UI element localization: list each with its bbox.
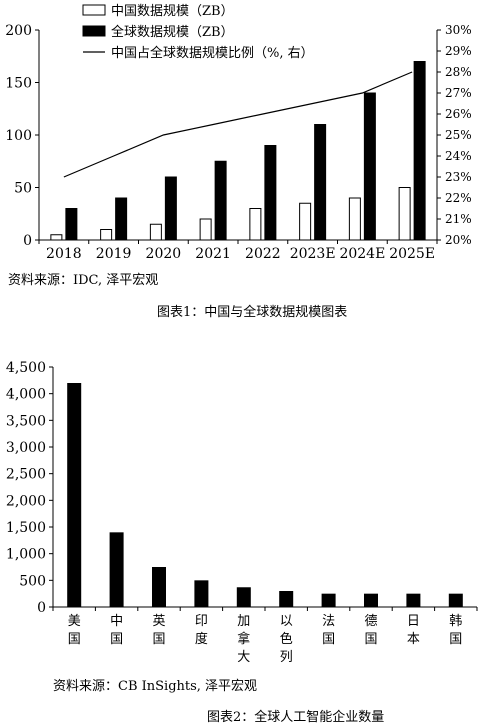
y-tick-label: 2,500	[6, 467, 46, 483]
country-bar	[279, 591, 294, 607]
y-tick-label: 0	[23, 233, 32, 249]
legend-swatch-china	[82, 4, 106, 16]
legend-label-china: 中国数据规模（ZB）	[111, 4, 234, 19]
y-tick-label: 4,500	[6, 360, 46, 376]
y-tick-label: 4,000	[6, 387, 46, 403]
country-bar	[364, 593, 378, 607]
country-bar	[321, 593, 336, 607]
y2-tick-label: 28%	[445, 65, 472, 79]
y2-tick-label: 29%	[445, 44, 472, 58]
x-tick-label: 法国	[322, 614, 335, 647]
y-tick-label: 2,000	[6, 493, 46, 509]
china-bar	[398, 187, 411, 241]
y2-tick-label: 26%	[445, 107, 472, 121]
china-bar	[50, 234, 63, 241]
x-tick-label: 德国	[364, 614, 377, 647]
x-tick-label: 加拿大	[237, 614, 250, 665]
y2-tick-label: 21%	[445, 212, 472, 226]
x-tick-label: 以色列	[280, 614, 293, 665]
global-bar	[264, 145, 277, 241]
x-tick-label: 2018	[46, 246, 82, 262]
chart-2-caption: 图表2：全球人工智能企业数量	[207, 710, 385, 725]
chart-1: 0 50 100 150 200 20% 21% 22% 23% 24% 25% 26% 27% 28% 2…	[5, 4, 472, 262]
china-bar	[299, 202, 312, 241]
x-tick-label: 印度	[195, 614, 208, 647]
country-bar	[152, 567, 166, 607]
country-bar	[406, 593, 421, 607]
country-bar	[236, 587, 251, 607]
x-tick-label: 美国	[68, 614, 81, 647]
y2-tick-label: 27%	[445, 86, 472, 100]
x-tick-label: 2023E	[290, 246, 336, 262]
country-bar	[448, 593, 463, 607]
global-bar	[214, 160, 227, 241]
global-bar	[164, 176, 177, 241]
y2-tick-label: 23%	[445, 170, 472, 184]
y2-tick-label: 20%	[445, 233, 472, 247]
legend-label-ratio: 中国占全球数据规模比例（%, 右）	[111, 45, 314, 61]
y-tick-label: 3,000	[6, 440, 46, 456]
global-bar	[314, 124, 327, 241]
country-bar	[194, 580, 209, 607]
y-tick-label: 3,500	[6, 413, 46, 429]
y-tick-label: 50	[14, 181, 32, 197]
y2-tick-label: 30%	[445, 23, 472, 37]
x-tick-label: 日本	[407, 614, 420, 647]
y-tick-label: 1,500	[6, 520, 46, 536]
chart-2: 0 500 1,000 1,500 2,000 2,500 3,000 3,500 4,000 4…	[6, 360, 478, 665]
y-tick-label: 200	[5, 23, 32, 39]
china-bar	[100, 229, 113, 241]
chart-2-source: 资料来源：CB InSights, 泽平宏观	[53, 679, 258, 694]
ratio-line	[63, 71, 413, 178]
x-tick-label: 中国	[110, 614, 123, 647]
country-bar	[109, 532, 124, 607]
y-tick-label: 500	[19, 573, 46, 589]
china-bar	[348, 197, 361, 241]
x-tick-label: 2022	[245, 246, 281, 262]
chart-1-caption: 图表1：中国与全球数据规模图表	[157, 305, 348, 320]
x-tick-label: 韩国	[449, 614, 462, 647]
country-bar	[67, 383, 82, 607]
global-bar	[115, 197, 128, 241]
global-bar	[363, 92, 376, 241]
x-tick-label: 2025E	[389, 246, 435, 262]
global-bar	[413, 61, 426, 241]
x-tick-label: 2024E	[339, 246, 385, 262]
y2-tick-label: 22%	[445, 191, 472, 205]
china-bar	[199, 218, 212, 241]
x-tick-label: 英国	[152, 614, 165, 647]
china-bar	[249, 208, 262, 241]
global-bar	[65, 208, 78, 241]
y2-tick-label: 25%	[445, 128, 472, 142]
y-tick-label: 0	[37, 600, 46, 616]
x-tick-label: 2020	[146, 246, 182, 262]
chart-1-source: 资料来源：IDC, 泽平宏观	[8, 273, 159, 288]
y-tick-label: 100	[5, 128, 32, 144]
legend-label-global: 全球数据规模（ZB）	[111, 24, 234, 40]
y2-tick-label: 24%	[445, 149, 472, 163]
china-bar	[149, 223, 162, 241]
y-tick-label: 150	[5, 76, 32, 92]
legend-swatch-global	[82, 25, 106, 37]
x-tick-label: 2019	[96, 246, 132, 262]
y-tick-label: 1,000	[6, 547, 46, 563]
x-tick-label: 2021	[195, 246, 231, 262]
